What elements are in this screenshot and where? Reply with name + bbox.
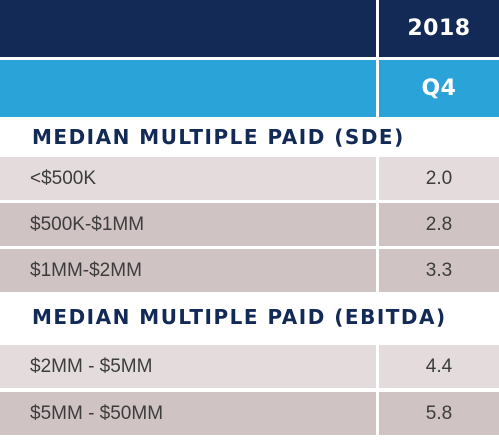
table-row: <$500K 2.0	[0, 157, 499, 200]
column-divider	[376, 157, 379, 200]
section-heading-sde: MEDIAN MULTIPLE PAID (SDE)	[32, 125, 405, 149]
header-year-left-cell	[0, 0, 376, 57]
header-year-label: 2018	[407, 16, 471, 41]
row-label: $2MM - $5MM	[30, 355, 153, 377]
column-divider	[376, 392, 379, 435]
header-year-row: 2018	[0, 0, 499, 57]
row-label: $1MM-$2MM	[30, 259, 142, 281]
row-value-cell: 3.3	[379, 249, 499, 292]
row-label-cell: $1MM-$2MM	[0, 249, 376, 292]
row-value-cell: 2.8	[379, 203, 499, 246]
row-value: 4.4	[425, 355, 453, 377]
table-row: $2MM - $5MM 4.4	[0, 345, 499, 388]
row-label-cell: <$500K	[0, 157, 376, 200]
column-divider	[376, 0, 379, 57]
row-label-cell: $500K-$1MM	[0, 203, 376, 246]
header-quarter-row: Q4	[0, 60, 499, 117]
column-divider	[376, 249, 379, 292]
header-quarter-label: Q4	[421, 76, 457, 101]
row-value-cell: 4.4	[379, 345, 499, 388]
row-value: 3.3	[425, 259, 453, 281]
row-label: <$500K	[30, 167, 97, 189]
header-year-cell: 2018	[379, 0, 499, 57]
row-label: $5MM - $50MM	[30, 402, 164, 424]
row-value: 5.8	[425, 402, 453, 424]
section-heading-ebitda: MEDIAN MULTIPLE PAID (EBITDA)	[32, 305, 447, 329]
row-value-cell: 2.0	[379, 157, 499, 200]
table-row: $500K-$1MM 2.8	[0, 203, 499, 246]
row-label-cell: $2MM - $5MM	[0, 345, 376, 388]
table-row: $1MM-$2MM 3.3	[0, 249, 499, 292]
header-quarter-cell: Q4	[379, 60, 499, 117]
row-value: 2.0	[425, 167, 453, 189]
header-quarter-left-cell	[0, 60, 376, 117]
column-divider	[376, 345, 379, 388]
row-label: $500K-$1MM	[30, 213, 145, 235]
table-row: $5MM - $50MM 5.8	[0, 392, 499, 435]
row-value: 2.8	[425, 213, 453, 235]
column-divider	[376, 60, 379, 117]
row-label-cell: $5MM - $50MM	[0, 392, 376, 435]
column-divider	[376, 203, 379, 246]
row-value-cell: 5.8	[379, 392, 499, 435]
